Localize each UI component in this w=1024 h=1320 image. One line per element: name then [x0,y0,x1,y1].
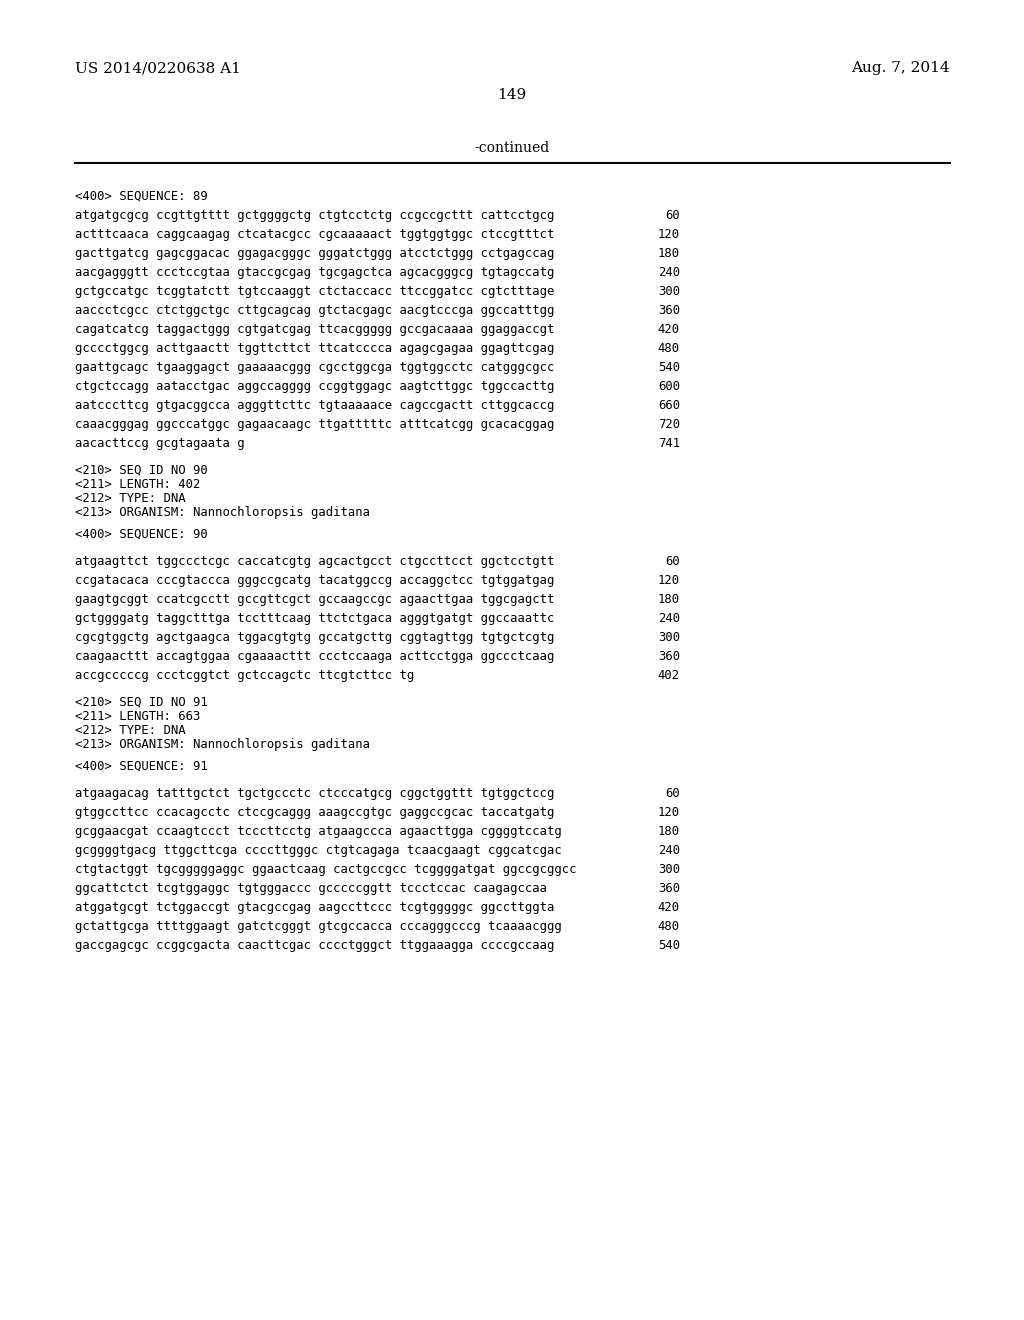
Text: 180: 180 [657,825,680,838]
Text: cgcgtggctg agctgaagca tggacgtgtg gccatgcttg cggtagttgg tgtgctcgtg: cgcgtggctg agctgaagca tggacgtgtg gccatgc… [75,631,554,644]
Text: 540: 540 [657,939,680,952]
Text: <213> ORGANISM: Nannochloropsis gaditana: <213> ORGANISM: Nannochloropsis gaditana [75,738,370,751]
Text: gtggccttcc ccacagcctc ctccgcaggg aaagccgtgc gaggccgcac taccatgatg: gtggccttcc ccacagcctc ctccgcaggg aaagccg… [75,807,554,818]
Text: cagatcatcg taggactggg cgtgatcgag ttcacggggg gccgacaaaa ggaggaccgt: cagatcatcg taggactggg cgtgatcgag ttcacgg… [75,323,554,337]
Text: 120: 120 [657,574,680,587]
Text: gcggaacgat ccaagtccct tcccttcctg atgaagccca agaacttgga cggggtccatg: gcggaacgat ccaagtccct tcccttcctg atgaagc… [75,825,562,838]
Text: <400> SEQUENCE: 89: <400> SEQUENCE: 89 [75,190,208,203]
Text: <212> TYPE: DNA: <212> TYPE: DNA [75,492,185,506]
Text: atgaagacag tatttgctct tgctgccctc ctcccatgcg cggctggttt tgtggctccg: atgaagacag tatttgctct tgctgccctc ctcccat… [75,787,554,800]
Text: accgcccccg ccctcggtct gctccagctc ttcgtcttcc tg: accgcccccg ccctcggtct gctccagctc ttcgtct… [75,669,415,682]
Text: 360: 360 [657,304,680,317]
Text: 480: 480 [657,342,680,355]
Text: gctggggatg taggctttga tcctttcaag ttctctgaca agggtgatgt ggccaaattc: gctggggatg taggctttga tcctttcaag ttctctg… [75,612,554,624]
Text: atgatgcgcg ccgttgtttt gctggggctg ctgtcctctg ccgccgcttt cattcctgcg: atgatgcgcg ccgttgtttt gctggggctg ctgtcct… [75,209,554,222]
Text: 180: 180 [657,247,680,260]
Text: gaccgagcgc ccggcgacta caacttcgac cccctgggct ttggaaagga ccccgccaag: gaccgagcgc ccggcgacta caacttcgac cccctgg… [75,939,554,952]
Text: caaacgggag ggcccatggc gagaacaagc ttgatttttc atttcatcgg gcacacggag: caaacgggag ggcccatggc gagaacaagc ttgattt… [75,418,554,432]
Text: ggcattctct tcgtggaggc tgtgggaccc gcccccggtt tccctccac caagagccaa: ggcattctct tcgtggaggc tgtgggaccc gcccccg… [75,882,547,895]
Text: 480: 480 [657,920,680,933]
Text: <211> LENGTH: 402: <211> LENGTH: 402 [75,478,201,491]
Text: 420: 420 [657,902,680,913]
Text: 180: 180 [657,593,680,606]
Text: 741: 741 [657,437,680,450]
Text: aaccctcgcc ctctggctgc cttgcagcag gtctacgagc aacgtcccga ggccatttgg: aaccctcgcc ctctggctgc cttgcagcag gtctacg… [75,304,554,317]
Text: aatcccttcg gtgacggcca agggttcttc tgtaaaaace cagccgactt cttggcaccg: aatcccttcg gtgacggcca agggttcttc tgtaaaa… [75,399,554,412]
Text: 660: 660 [657,399,680,412]
Text: 300: 300 [657,863,680,876]
Text: 360: 360 [657,882,680,895]
Text: gaagtgcggt ccatcgcctt gccgttcgct gccaagccgc agaacttgaa tggcgagctt: gaagtgcggt ccatcgcctt gccgttcgct gccaagc… [75,593,554,606]
Text: gctattgcga ttttggaagt gatctcgggt gtcgccacca cccagggcccg tcaaaacggg: gctattgcga ttttggaagt gatctcgggt gtcgcca… [75,920,562,933]
Text: gaattgcagc tgaaggagct gaaaaacggg cgcctggcga tggtggcctc catgggcgcc: gaattgcagc tgaaggagct gaaaaacggg cgcctgg… [75,360,554,374]
Text: 60: 60 [666,209,680,222]
Text: gcccctggcg acttgaactt tggttcttct ttcatcccca agagcgagaa ggagttcgag: gcccctggcg acttgaactt tggttcttct ttcatcc… [75,342,554,355]
Text: 240: 240 [657,612,680,624]
Text: <212> TYPE: DNA: <212> TYPE: DNA [75,723,185,737]
Text: atggatgcgt tctggaccgt gtacgccgag aagccttccc tcgtgggggc ggccttggta: atggatgcgt tctggaccgt gtacgccgag aagcctt… [75,902,554,913]
Text: atgaagttct tggccctcgc caccatcgtg agcactgcct ctgccttcct ggctcctgtt: atgaagttct tggccctcgc caccatcgtg agcactg… [75,554,554,568]
Text: aacgagggtt ccctccgtaa gtaccgcgag tgcgagctca agcacgggcg tgtagccatg: aacgagggtt ccctccgtaa gtaccgcgag tgcgagc… [75,267,554,279]
Text: <400> SEQUENCE: 90: <400> SEQUENCE: 90 [75,528,208,541]
Text: 300: 300 [657,285,680,298]
Text: 300: 300 [657,631,680,644]
Text: <213> ORGANISM: Nannochloropsis gaditana: <213> ORGANISM: Nannochloropsis gaditana [75,506,370,519]
Text: 402: 402 [657,669,680,682]
Text: gacttgatcg gagcggacac ggagacgggc gggatctggg atcctctggg cctgagccag: gacttgatcg gagcggacac ggagacgggc gggatct… [75,247,554,260]
Text: 240: 240 [657,267,680,279]
Text: <211> LENGTH: 663: <211> LENGTH: 663 [75,710,201,723]
Text: 540: 540 [657,360,680,374]
Text: 60: 60 [666,554,680,568]
Text: 60: 60 [666,787,680,800]
Text: <210> SEQ ID NO 90: <210> SEQ ID NO 90 [75,465,208,477]
Text: 240: 240 [657,843,680,857]
Text: 360: 360 [657,649,680,663]
Text: 120: 120 [657,807,680,818]
Text: ctgtactggt tgcgggggaggc ggaactcaag cactgccgcc tcggggatgat ggccgcggcc: ctgtactggt tgcgggggaggc ggaactcaag cactg… [75,863,577,876]
Text: 120: 120 [657,228,680,242]
Text: gcggggtgacg ttggcttcga ccccttgggc ctgtcagaga tcaacgaagt cggcatcgac: gcggggtgacg ttggcttcga ccccttgggc ctgtca… [75,843,562,857]
Text: aacacttccg gcgtagaata g: aacacttccg gcgtagaata g [75,437,245,450]
Text: -continued: -continued [474,141,550,154]
Text: <400> SEQUENCE: 91: <400> SEQUENCE: 91 [75,760,208,774]
Text: 420: 420 [657,323,680,337]
Text: actttcaaca caggcaagag ctcatacgcc cgcaaaaact tggtggtggc ctccgtttct: actttcaaca caggcaagag ctcatacgcc cgcaaaa… [75,228,554,242]
Text: gctgccatgc tcggtatctt tgtccaaggt ctctaccacc ttccggatcc cgtctttage: gctgccatgc tcggtatctt tgtccaaggt ctctacc… [75,285,554,298]
Text: 720: 720 [657,418,680,432]
Text: ccgatacaca cccgtaccca gggccgcatg tacatggccg accaggctcc tgtggatgag: ccgatacaca cccgtaccca gggccgcatg tacatgg… [75,574,554,587]
Text: caagaacttt accagtggaa cgaaaacttt ccctccaaga acttcctgga ggccctcaag: caagaacttt accagtggaa cgaaaacttt ccctcca… [75,649,554,663]
Text: Aug. 7, 2014: Aug. 7, 2014 [851,61,950,75]
Text: ctgctccagg aatacctgac aggccagggg ccggtggagc aagtcttggc tggccacttg: ctgctccagg aatacctgac aggccagggg ccggtgg… [75,380,554,393]
Text: 600: 600 [657,380,680,393]
Text: 149: 149 [498,88,526,102]
Text: US 2014/0220638 A1: US 2014/0220638 A1 [75,61,241,75]
Text: <210> SEQ ID NO 91: <210> SEQ ID NO 91 [75,696,208,709]
